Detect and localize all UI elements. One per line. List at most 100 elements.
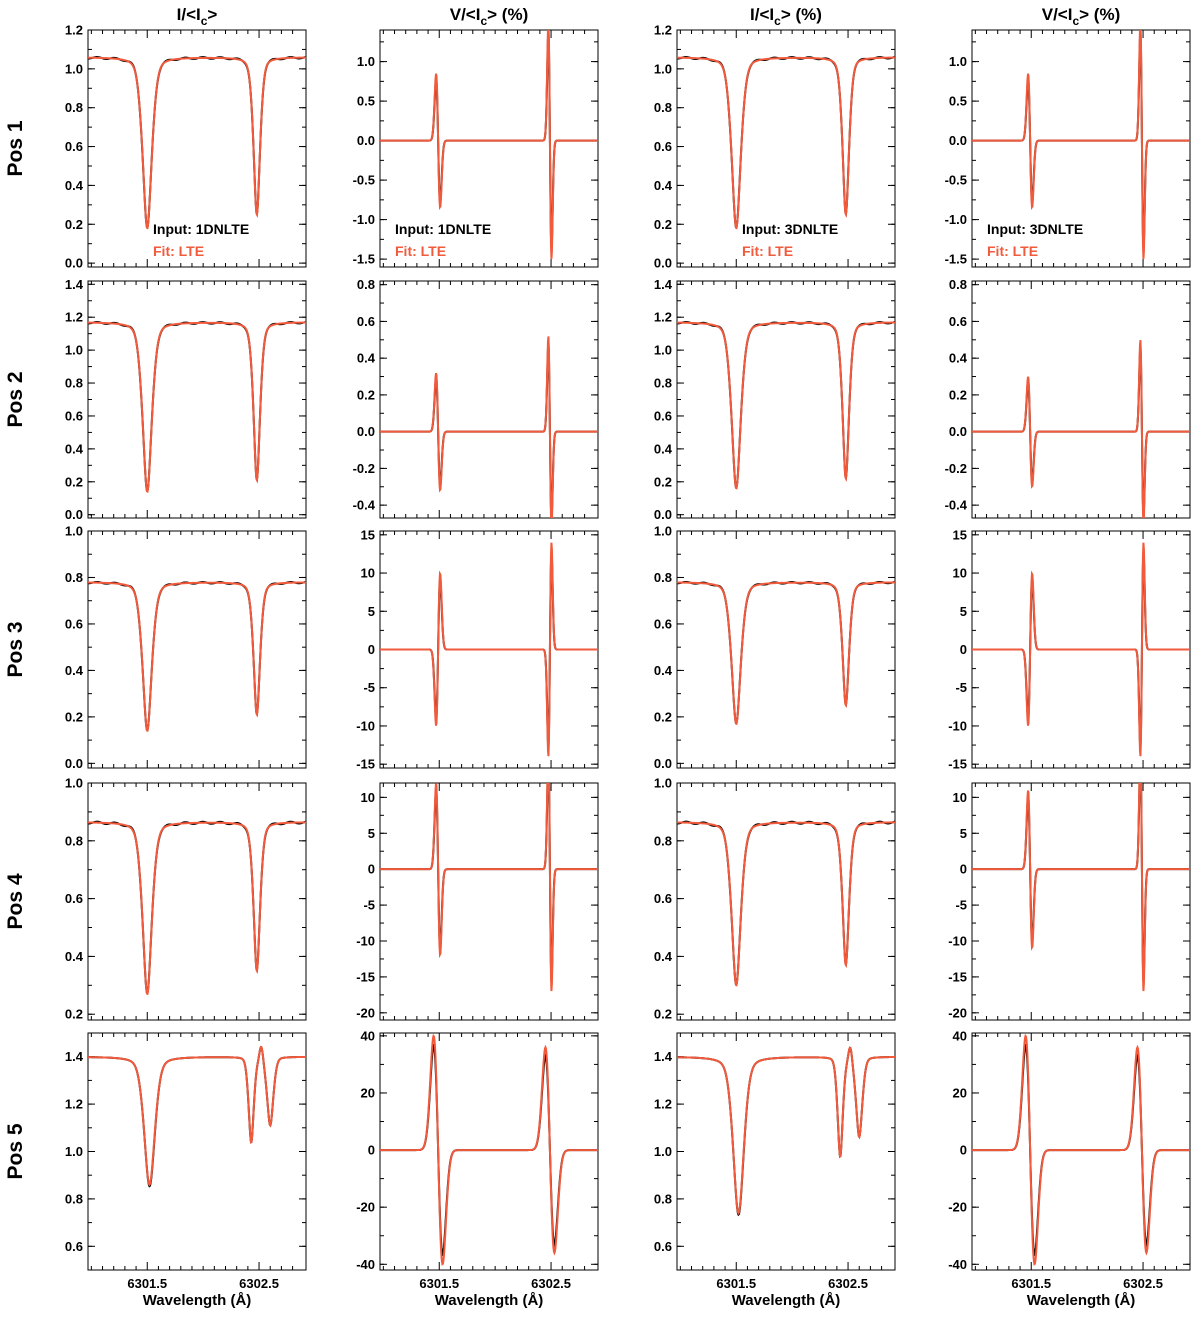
row-label: Pos 1 (4, 120, 27, 176)
y-tick-label: -5 (363, 680, 375, 695)
series-input-line (88, 820, 306, 995)
y-tick-label: 0.8 (357, 277, 375, 292)
y-tick-label: -40 (948, 1257, 967, 1272)
y-tick-label: -20 (356, 1005, 375, 1020)
y-tick-label: 0.0 (654, 507, 672, 522)
series-input-line (88, 580, 306, 732)
y-tick-label: 0.0 (949, 133, 967, 148)
y-tick-label: 0.6 (949, 314, 967, 329)
y-tick-label: 1.0 (65, 524, 83, 539)
panel: -20 -15 -10 -5 0 5 10 (356, 782, 599, 1021)
y-tick-label: 0.8 (654, 1191, 672, 1206)
y-tick-label: 0.4 (357, 351, 376, 366)
plot-frame (87, 782, 307, 1021)
y-tick-label: -0.4 (945, 498, 968, 513)
y-tick-label: 0.6 (654, 139, 672, 154)
plot-frame (676, 782, 896, 1021)
y-tick-label: 0.4 (654, 663, 673, 678)
y-tick-label: -10 (948, 934, 967, 949)
series-input-line (677, 820, 895, 986)
x-tick-label: 6302.5 (828, 1276, 868, 1291)
panel: 0.0 0.2 0.4 0.6 0.8 1.0 1.2 (65, 23, 307, 271)
y-tick-label: 5 (368, 604, 375, 619)
y-tick-label: 1.0 (949, 54, 967, 69)
y-tick-label: 0.2 (65, 217, 83, 232)
series-fit-line (380, 542, 598, 757)
y-tick-label: 0.8 (654, 833, 672, 848)
legend-input: Input: 1DNLTE (395, 221, 491, 237)
x-tick-label: 6301.5 (127, 1276, 167, 1291)
y-tick-label: 0.8 (65, 376, 83, 391)
y-tick-label: -15 (356, 757, 375, 772)
y-tick-label: 0.0 (65, 756, 83, 771)
y-tick-label: 0.6 (65, 408, 83, 423)
panel: 0.0 0.2 0.4 0.6 0.8 1.0 1.2 1.4 (654, 277, 896, 522)
row-label: Pos 3 (4, 621, 27, 677)
legend-input: Input: 3DNLTE (987, 221, 1083, 237)
y-tick-label: -0.5 (945, 173, 967, 188)
y-tick-label: 0.4 (654, 178, 673, 193)
y-tick-label: 1.0 (357, 54, 375, 69)
x-tick-label: 6301.5 (716, 1276, 756, 1291)
y-tick-label: -20 (356, 1200, 375, 1215)
panel: -15 -10 -5 0 5 10 15 (948, 527, 1191, 772)
y-tick-label: 1.2 (65, 23, 83, 38)
y-tick-label: -15 (948, 969, 967, 984)
series-fit-line (380, 1033, 598, 1266)
panel: -15 -10 -5 0 5 10 15 (356, 527, 599, 772)
series-fit-line (677, 56, 895, 230)
plot-frame (971, 782, 1191, 1021)
plot-frame (87, 280, 307, 519)
svg-text:I/<Ic> (%): I/<Ic> (%) (750, 5, 822, 28)
plot-frame (676, 29, 896, 268)
y-tick-label: -10 (948, 718, 967, 733)
y-tick-label: -1.5 (945, 252, 967, 267)
legend-fit: Fit: LTE (153, 243, 204, 259)
y-tick-label: 5 (960, 604, 967, 619)
y-tick-label: 0 (368, 862, 375, 877)
y-tick-label: -1.0 (945, 212, 967, 227)
row-label: Pos 5 (4, 1123, 27, 1179)
legend-fit: Fit: LTE (395, 243, 446, 259)
svg-text:I/<Ic>: I/<Ic> (177, 5, 218, 28)
y-tick-label: -5 (955, 898, 967, 913)
y-tick-label: 0.6 (65, 891, 83, 906)
y-tick-label: 0.4 (65, 178, 84, 193)
y-tick-label: 1.2 (65, 1097, 83, 1112)
series-fit-line (677, 321, 895, 490)
y-tick-label: 1.2 (654, 23, 672, 38)
y-tick-label: 0.0 (357, 133, 375, 148)
y-tick-label: -40 (356, 1257, 375, 1272)
y-tick-label: 1.0 (65, 61, 83, 76)
y-tick-label: 0.5 (949, 94, 967, 109)
plot-frame (971, 29, 1191, 268)
series-fit-line (677, 1046, 895, 1216)
y-tick-label: 1.0 (65, 776, 83, 791)
y-tick-label: 0 (960, 642, 967, 657)
series-fit-line (677, 581, 895, 726)
y-tick-label: 0.8 (65, 100, 83, 115)
panel: 0.0 0.2 0.4 0.6 0.8 1.0 1.2 (654, 23, 896, 271)
series-input-line (88, 320, 306, 493)
y-tick-label: 0.6 (654, 408, 672, 423)
y-tick-label: 1.4 (654, 277, 673, 292)
y-tick-label: 0.2 (654, 474, 672, 489)
y-tick-label: -1.5 (353, 252, 375, 267)
series-fit-line (677, 821, 895, 987)
y-tick-label: 0.8 (65, 833, 83, 848)
y-tick-label: 10 (953, 790, 967, 805)
legend-input: Input: 3DNLTE (742, 221, 838, 237)
y-tick-label: 0.8 (654, 376, 672, 391)
y-tick-label: 1.2 (65, 310, 83, 325)
series-fit-line (88, 56, 306, 230)
legend-fit: Fit: LTE (987, 243, 1038, 259)
y-tick-label: -0.2 (353, 461, 375, 476)
plot-frame (676, 1032, 896, 1271)
plot-frame (971, 1032, 1191, 1271)
plot-frame (379, 782, 599, 1021)
panel: -1.5 -1.0 -0.5 0.0 0.5 1.0 (945, 29, 1191, 268)
y-tick-label: 1.0 (654, 524, 672, 539)
series-fit-line (972, 783, 1190, 992)
